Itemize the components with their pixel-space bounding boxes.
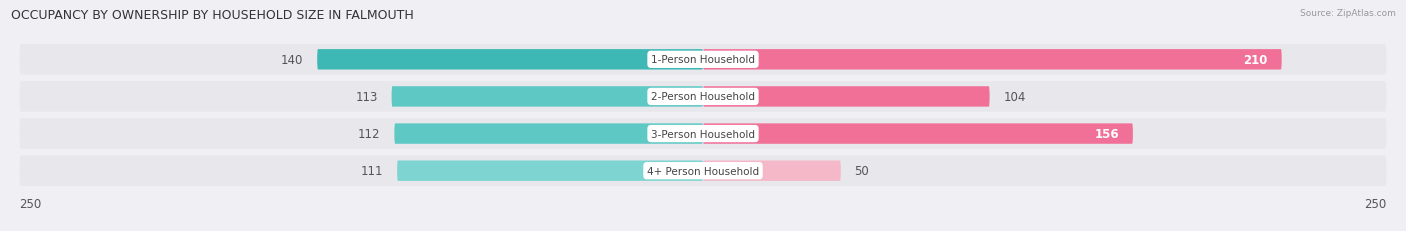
Text: 104: 104: [1004, 91, 1026, 103]
Text: 2-Person Household: 2-Person Household: [651, 92, 755, 102]
Text: OCCUPANCY BY OWNERSHIP BY HOUSEHOLD SIZE IN FALMOUTH: OCCUPANCY BY OWNERSHIP BY HOUSEHOLD SIZE…: [11, 9, 413, 22]
FancyBboxPatch shape: [394, 124, 703, 144]
FancyBboxPatch shape: [20, 119, 1386, 149]
Text: 140: 140: [281, 54, 304, 67]
Text: 111: 111: [361, 164, 384, 177]
Text: Source: ZipAtlas.com: Source: ZipAtlas.com: [1301, 9, 1396, 18]
Text: 210: 210: [1243, 54, 1268, 67]
Text: 250: 250: [1364, 198, 1386, 210]
FancyBboxPatch shape: [703, 87, 990, 107]
FancyBboxPatch shape: [20, 82, 1386, 112]
Text: 1-Person Household: 1-Person Household: [651, 55, 755, 65]
Text: 3-Person Household: 3-Person Household: [651, 129, 755, 139]
Text: 250: 250: [20, 198, 42, 210]
FancyBboxPatch shape: [703, 161, 841, 181]
Text: 50: 50: [855, 164, 869, 177]
FancyBboxPatch shape: [703, 50, 1282, 70]
FancyBboxPatch shape: [20, 156, 1386, 186]
Text: 156: 156: [1094, 128, 1119, 140]
FancyBboxPatch shape: [703, 124, 1133, 144]
FancyBboxPatch shape: [392, 87, 703, 107]
FancyBboxPatch shape: [318, 50, 703, 70]
FancyBboxPatch shape: [396, 161, 703, 181]
Text: 113: 113: [356, 91, 378, 103]
Text: 4+ Person Household: 4+ Person Household: [647, 166, 759, 176]
FancyBboxPatch shape: [20, 45, 1386, 75]
Text: 112: 112: [359, 128, 381, 140]
